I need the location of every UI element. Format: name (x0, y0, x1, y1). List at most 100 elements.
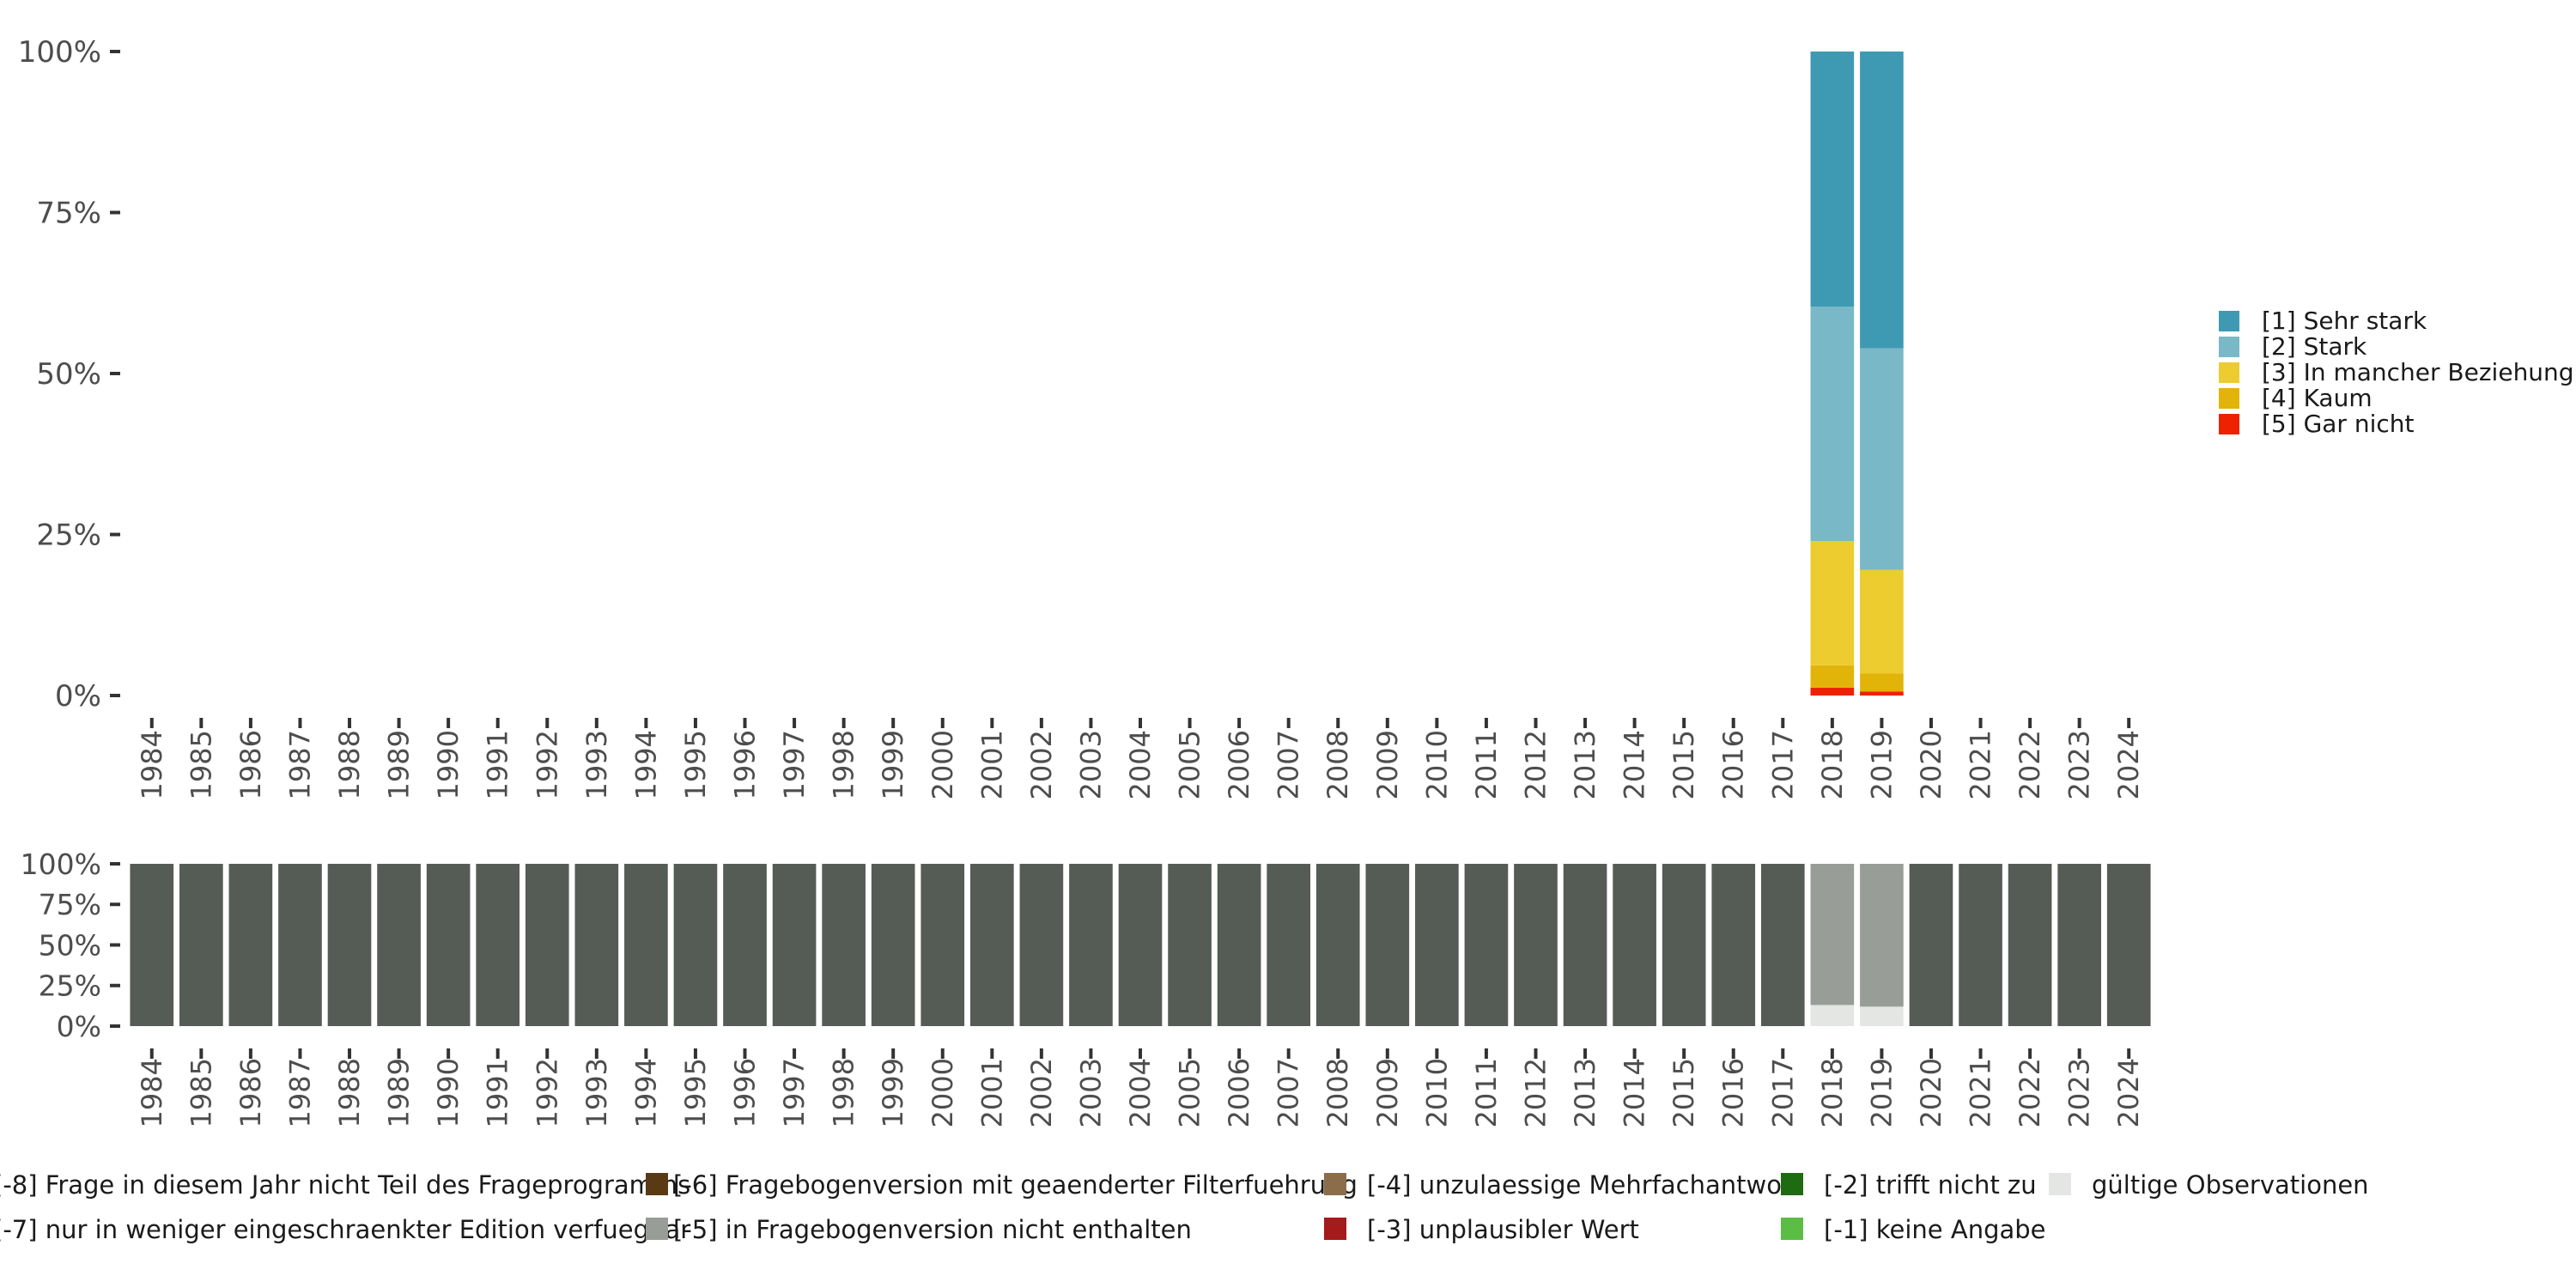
y-tick-label: 50% (36, 357, 101, 392)
x-tick-label: 2015 (1668, 730, 1700, 799)
bar-segment-2001-s2 (969, 864, 1014, 1026)
legend-swatch (1324, 1218, 1346, 1240)
x-tick-label: 2015 (1668, 1058, 1700, 1127)
bar-segment-1999-s2 (871, 864, 915, 1026)
bar-segment-2018-s2 (1810, 541, 1855, 665)
bar-segment-2018-s4 (1810, 52, 1855, 307)
x-tick-label: 2019 (1865, 730, 1898, 799)
x-tick-label: 2024 (2112, 1058, 2145, 1127)
legend-label: [2] Stark (2262, 332, 2367, 361)
bar-segment-2011-s2 (1464, 864, 1509, 1026)
x-tick-label: 1984 (136, 1058, 168, 1127)
legend-swatch (646, 1218, 668, 1240)
y-tick-label: 0% (55, 679, 101, 714)
bottom-legend: [-8] Frage in diesem Jahr nicht Teil des… (0, 1170, 2369, 1244)
x-tick-label: 2010 (1420, 730, 1453, 799)
x-tick-label: 2005 (1174, 1058, 1206, 1127)
x-tick-label: 2018 (1816, 730, 1849, 799)
x-tick-label: 2014 (1619, 730, 1651, 799)
x-tick-label: 1998 (828, 730, 860, 799)
bar-segment-2019-s0 (1860, 1006, 1904, 1026)
bar-segment-2007-s2 (1267, 864, 1311, 1026)
bar-segment-2014-s2 (1613, 864, 1656, 1026)
legend-label: [3] In mancher Beziehung (2262, 358, 2574, 386)
x-tick-label: 2019 (1865, 1058, 1898, 1127)
x-tick-label: 2012 (1519, 1058, 1552, 1127)
legend-swatch (2219, 362, 2239, 383)
legend-label: [-8] Frage in diesem Jahr nicht Teil des… (0, 1170, 690, 1200)
legend-swatch (2219, 311, 2239, 331)
bar-segment-1990-s2 (426, 864, 471, 1026)
top-legend: [1] Sehr stark[2] Stark[3] In mancher Be… (2219, 307, 2574, 438)
x-tick-label: 1996 (729, 730, 762, 799)
legend-label: [-6] Fragebogenversion mit geaenderter F… (673, 1170, 1358, 1200)
x-tick-label: 2010 (1420, 1058, 1453, 1127)
x-tick-label: 1992 (531, 730, 563, 799)
x-tick-label: 2012 (1519, 730, 1552, 799)
x-tick-label: 1985 (185, 1058, 217, 1127)
x-tick-label: 1993 (580, 1058, 613, 1127)
bar-segment-2024-s2 (2106, 864, 2151, 1026)
bar-segment-1985-s2 (179, 864, 223, 1026)
x-tick-label: 1990 (432, 730, 465, 799)
x-tick-label: 1998 (828, 1058, 860, 1127)
legend-swatch (1781, 1173, 1803, 1195)
bar-segment-1993-s2 (574, 864, 619, 1026)
x-tick-label: 1996 (729, 1058, 762, 1127)
x-tick-label: 1997 (778, 1058, 811, 1127)
x-tick-label: 2021 (1965, 730, 1997, 799)
legend-swatch (2219, 388, 2239, 409)
legend-label: [-7] nur in weniger eingeschraenkter Edi… (0, 1215, 690, 1244)
x-tick-label: 2009 (1371, 1058, 1404, 1127)
legend-label: [-4] unzulaessige Mehrfachantwort (1367, 1170, 1801, 1200)
x-tick-label: 2024 (2112, 730, 2145, 799)
bar-segment-2016-s2 (1711, 864, 1756, 1026)
bar-segment-1992-s2 (525, 864, 569, 1026)
bar-segment-1987-s2 (278, 864, 322, 1026)
bar-segment-1989-s2 (377, 864, 421, 1026)
x-tick-label: 2020 (1915, 730, 1947, 799)
x-tick-label: 1989 (383, 730, 416, 799)
x-tick-label: 2002 (1025, 730, 1058, 799)
bar-segment-2006-s2 (1217, 864, 1261, 1026)
legend-label: [5] Gar nicht (2262, 410, 2414, 438)
x-tick-label: 2007 (1273, 730, 1305, 799)
bar-segment-2005-s2 (1168, 864, 1212, 1026)
x-tick-label: 1999 (877, 1058, 909, 1127)
x-tick-label: 1992 (531, 1058, 563, 1127)
x-tick-label: 2009 (1371, 730, 1404, 799)
legend-swatch (646, 1173, 668, 1195)
bar-segment-2019-s1 (1860, 673, 1904, 692)
x-tick-label: 2004 (1124, 730, 1157, 799)
bar-segment-2018-s0 (1810, 1005, 1855, 1026)
legend-swatch (2219, 337, 2239, 357)
x-tick-label: 2018 (1816, 1058, 1849, 1127)
legend-swatch (1324, 1173, 1346, 1195)
x-tick-label: 1994 (629, 730, 662, 799)
x-tick-label: 2006 (1223, 1058, 1255, 1127)
x-tick-label: 2007 (1273, 1058, 1305, 1127)
bar-segment-1994-s2 (624, 864, 668, 1026)
x-tick-label: 2013 (1569, 1058, 1601, 1127)
y-tick-label: 100% (18, 35, 101, 70)
x-tick-label: 1987 (283, 730, 316, 799)
legend-swatch (1781, 1218, 1803, 1240)
bar-segment-2003-s2 (1069, 864, 1113, 1026)
legend-label: [-3] unplausibler Wert (1367, 1215, 1639, 1244)
x-tick-label: 1995 (679, 1058, 712, 1127)
x-tick-label: 1995 (679, 730, 712, 799)
y-tick-label: 100% (21, 848, 101, 881)
x-tick-label: 1999 (877, 730, 909, 799)
x-tick-label: 2001 (975, 730, 1008, 799)
x-tick-label: 2022 (2014, 1058, 2046, 1127)
x-tick-label: 2023 (2063, 730, 2096, 799)
legend-label: [-1] keine Angabe (1824, 1215, 2046, 1244)
y-tick-label: 50% (39, 928, 101, 962)
y-tick-label: 25% (39, 969, 101, 1003)
x-tick-label: 1997 (778, 730, 811, 799)
x-tick-label: 1988 (333, 1058, 366, 1127)
legend-label: [4] Kaum (2262, 384, 2372, 412)
x-tick-label: 2003 (1074, 1058, 1107, 1127)
bar-segment-1986-s2 (228, 864, 273, 1026)
bottom-chart: 0% 25% 50% 75% 100% 1984 1985 1986 1987 1988 1989 1… (21, 848, 2151, 1127)
